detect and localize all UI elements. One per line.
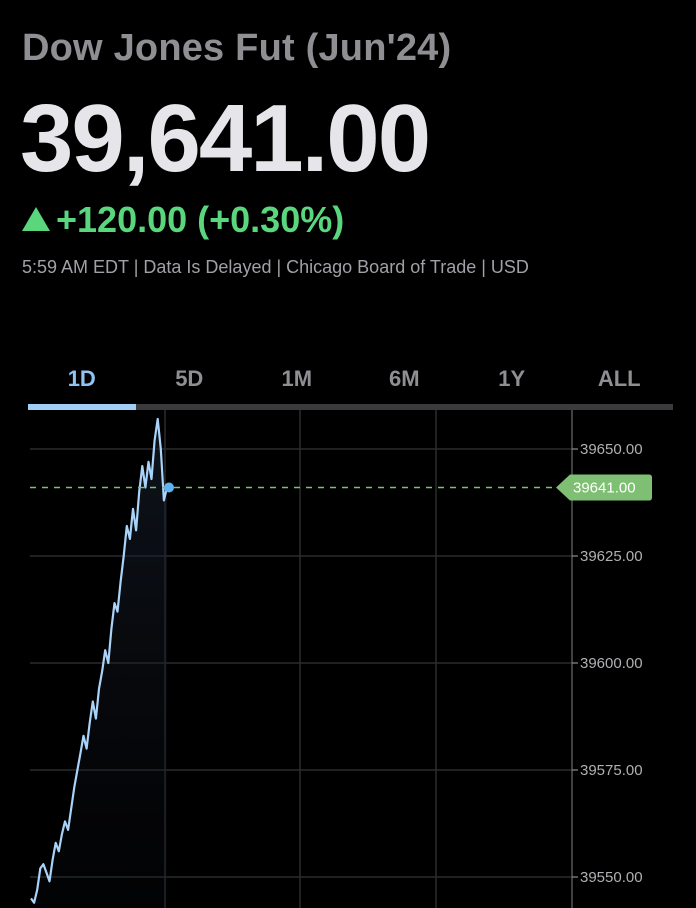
tab-1d[interactable]: 1D xyxy=(67,366,96,391)
y-axis: 39650.00 39625.00 39600.00 39575.00 39550.00 xyxy=(572,441,643,886)
price-line xyxy=(30,417,169,904)
triangle-up-icon xyxy=(22,207,50,231)
instrument-name: Dow Jones Fut (Jun'24) xyxy=(22,27,452,69)
y-tick-label: 39625.00 xyxy=(580,548,643,565)
y-tick-label: 39575.00 xyxy=(580,762,643,779)
tab-1y[interactable]: 1Y xyxy=(498,366,526,391)
tab-5d[interactable]: 5D xyxy=(175,366,204,391)
price-change: +120.00 (+0.30%) xyxy=(22,199,344,241)
y-tick-label: 39550.00 xyxy=(580,869,643,886)
current-price-dot xyxy=(164,482,174,493)
active-tab-indicator xyxy=(28,404,136,410)
current-price-label: 39641.00 xyxy=(573,480,636,497)
tab-track xyxy=(28,404,673,410)
price-chart[interactable]: 39650.00 39625.00 39600.00 39575.00 39550.00… xyxy=(0,410,696,908)
last-price: 39,641.00 xyxy=(20,85,431,192)
tab-all[interactable]: ALL xyxy=(597,366,641,391)
tab-6m[interactable]: 6M xyxy=(388,366,420,391)
tab-1m[interactable]: 1M xyxy=(281,366,313,391)
y-tick-label: 39650.00 xyxy=(580,441,643,458)
range-tabs: 1D 5D 1M 6M 1Y ALL xyxy=(28,362,673,410)
quote-meta: 5:59 AM EDT | Data Is Delayed | Chicago … xyxy=(22,257,529,277)
y-tick-label: 39600.00 xyxy=(580,655,643,672)
price-area-fill xyxy=(31,419,167,908)
price-change-value: +120.00 (+0.30%) xyxy=(56,199,345,240)
current-price-marker-bg xyxy=(556,474,652,501)
current-price-marker: 39641.00 xyxy=(556,474,652,501)
